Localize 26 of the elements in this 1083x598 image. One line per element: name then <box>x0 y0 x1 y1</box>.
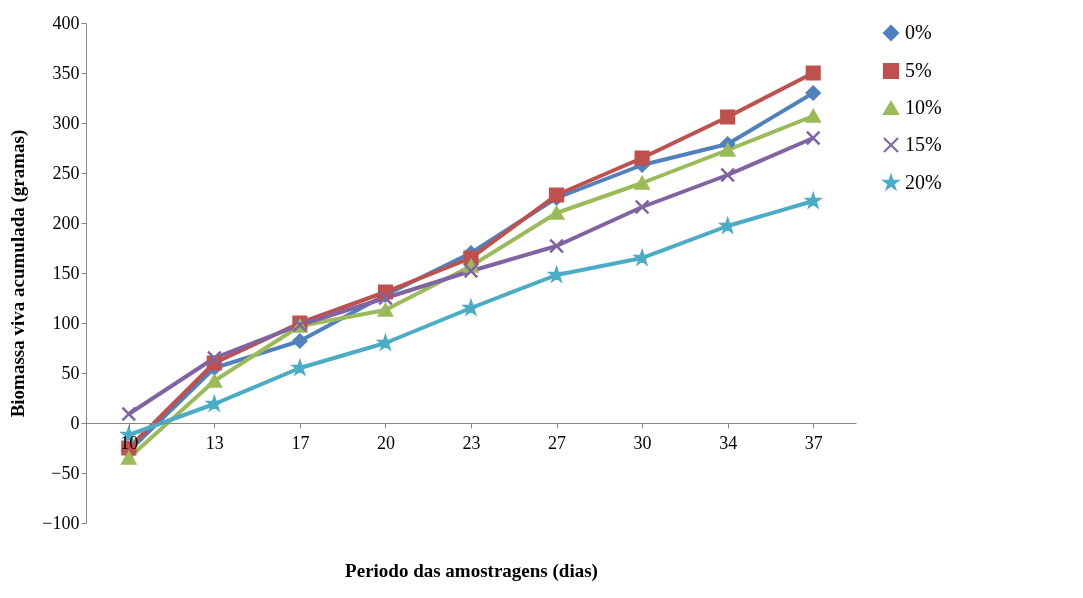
y-tick-label: 300 <box>52 112 80 133</box>
y-tick-label: −100 <box>42 512 80 533</box>
y-tick-label: 350 <box>52 62 80 83</box>
x-tick-label: 23 <box>462 432 481 453</box>
y-tick-label: 200 <box>52 212 80 233</box>
legend-label: 20% <box>905 171 942 193</box>
legend-label: 0% <box>905 21 932 43</box>
legend-label: 10% <box>905 96 942 118</box>
y-tick-label: −50 <box>51 462 80 483</box>
y-tick-label: 50 <box>61 362 80 383</box>
y-tick-label: 150 <box>52 262 80 283</box>
x-tick-label: 27 <box>548 432 567 453</box>
y-tick-label: 0 <box>70 412 80 433</box>
x-tick-label: 30 <box>633 432 652 453</box>
x-tick-label: 37 <box>804 432 823 453</box>
x-tick-label: 34 <box>719 432 738 453</box>
x-tick-label: 20 <box>376 432 395 453</box>
legend-label: 5% <box>905 59 932 81</box>
legend-label: 15% <box>905 133 942 155</box>
y-axis-title: Biomassa viva acumulada (gramas) <box>7 129 30 418</box>
y-tick-label: 400 <box>52 12 80 33</box>
y-tick-label: 250 <box>52 162 80 183</box>
x-tick-label: 17 <box>291 432 310 453</box>
y-tick-label: 100 <box>52 312 80 333</box>
x-tick-label: 13 <box>205 432 224 453</box>
x-axis-title: Periodo das amostragens (dias) <box>345 559 598 582</box>
